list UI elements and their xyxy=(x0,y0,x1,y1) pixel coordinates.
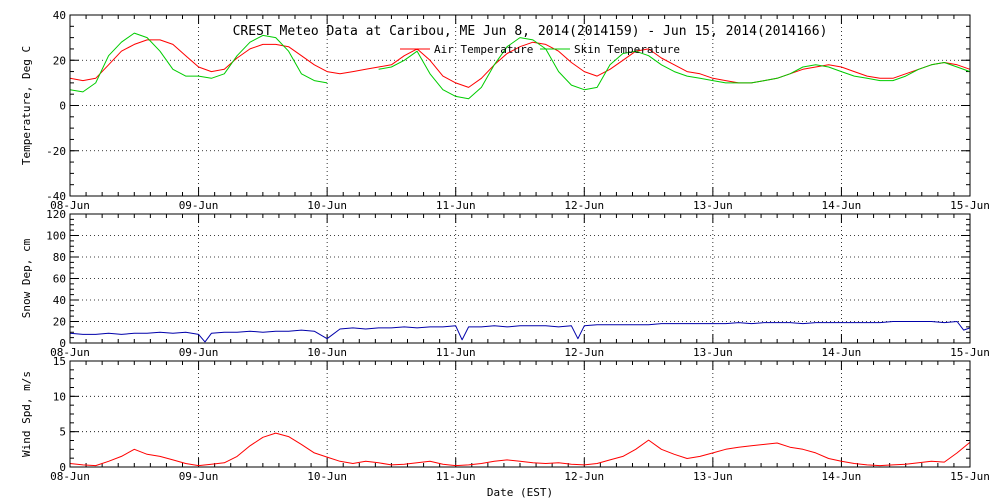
x-tick-label: 13-Jun xyxy=(693,470,733,483)
y-tick-label: 100 xyxy=(46,230,66,243)
x-tick-label: 12-Jun xyxy=(564,470,604,483)
x-tick-label: 09-Jun xyxy=(179,470,219,483)
x-tick-label: 13-Jun xyxy=(693,199,733,212)
y-axis-label: Wind Spd, m/s xyxy=(20,371,33,457)
x-axis-label: Date (EST) xyxy=(487,486,553,499)
chart-panel-3: 0 5 10 15 08-Jun 09-Jun 10-Jun 11-Jun 12-Jun 13-J… xyxy=(20,355,990,483)
x-tick-label: 14-Jun xyxy=(822,346,862,359)
x-tick-label: 09-Jun xyxy=(179,346,219,359)
x-tick-label: 12-Jun xyxy=(564,199,604,212)
chart-panel-1: -40 -20 0 20 40 08-Jun 09-Jun 10-Jun 11-Jun 12-Ju… xyxy=(20,9,990,212)
y-tick-label: -40 xyxy=(46,190,66,203)
plot-frame xyxy=(69,14,971,197)
y-tick-label: 60 xyxy=(53,273,66,286)
x-tick-label: 12-Jun xyxy=(564,346,604,359)
x-tick-label: 14-Jun xyxy=(822,199,862,212)
y-tick-label: -20 xyxy=(46,145,66,158)
skin-temperature-line xyxy=(69,32,971,100)
x-tick-label: 10-Jun xyxy=(307,470,347,483)
x-tick-label: 15-Jun xyxy=(950,346,990,359)
y-tick-label: 20 xyxy=(53,316,66,329)
y-tick-label: 15 xyxy=(53,355,66,368)
y-tick-label: 80 xyxy=(53,251,66,264)
x-tick-label: 10-Jun xyxy=(307,199,347,212)
x-tick-label: 11-Jun xyxy=(436,470,476,483)
x-tick-label: 15-Jun xyxy=(950,470,990,483)
x-tick-label: 10-Jun xyxy=(307,346,347,359)
y-axis-label: Snow Dep, cm xyxy=(20,238,33,318)
legend-entry: Skin Temperature xyxy=(540,43,680,56)
air-temperature-line xyxy=(69,39,971,88)
x-tick-label: 08-Jun xyxy=(50,346,90,359)
series-line-3 xyxy=(69,432,971,467)
legend-label: Skin Temperature xyxy=(574,43,680,56)
y-axis-label: Temperature, Deg C xyxy=(20,46,33,165)
y-tick-label: 20 xyxy=(53,54,66,67)
y-tick-label: 120 xyxy=(46,208,66,221)
x-tick-label: 08-Jun xyxy=(50,470,90,483)
x-tick-label: 14-Jun xyxy=(822,470,862,483)
x-tick-label: 08-Jun xyxy=(50,199,90,212)
x-tick-label: 15-Jun xyxy=(950,199,990,212)
x-tick-label: 11-Jun xyxy=(436,199,476,212)
x-tick-label: 11-Jun xyxy=(436,346,476,359)
plot-frame xyxy=(69,360,971,468)
legend-entry: Air Temperature xyxy=(400,43,533,56)
y-tick-label: 0 xyxy=(59,100,66,113)
series-line-2 xyxy=(69,321,971,343)
y-tick-label: 40 xyxy=(53,294,66,307)
y-tick-label: 40 xyxy=(53,9,66,22)
plot-frame xyxy=(69,213,971,344)
y-tick-label: 0 xyxy=(59,461,66,474)
chart-title: CREST Meteo Data at Caribou, ME Jun 8, 2… xyxy=(233,24,828,39)
x-tick-label: 13-Jun xyxy=(693,346,733,359)
y-tick-label: 10 xyxy=(53,390,66,403)
chart-panel-2: 0 20 40 60 80 100 120 08-Jun 09-Jun 10-Jun 11-Jun 1… xyxy=(20,208,990,359)
y-tick-label: 5 xyxy=(59,426,66,439)
y-tick-label: 0 xyxy=(59,337,66,350)
x-tick-label: 09-Jun xyxy=(179,199,219,212)
legend-label: Air Temperature xyxy=(434,43,533,56)
